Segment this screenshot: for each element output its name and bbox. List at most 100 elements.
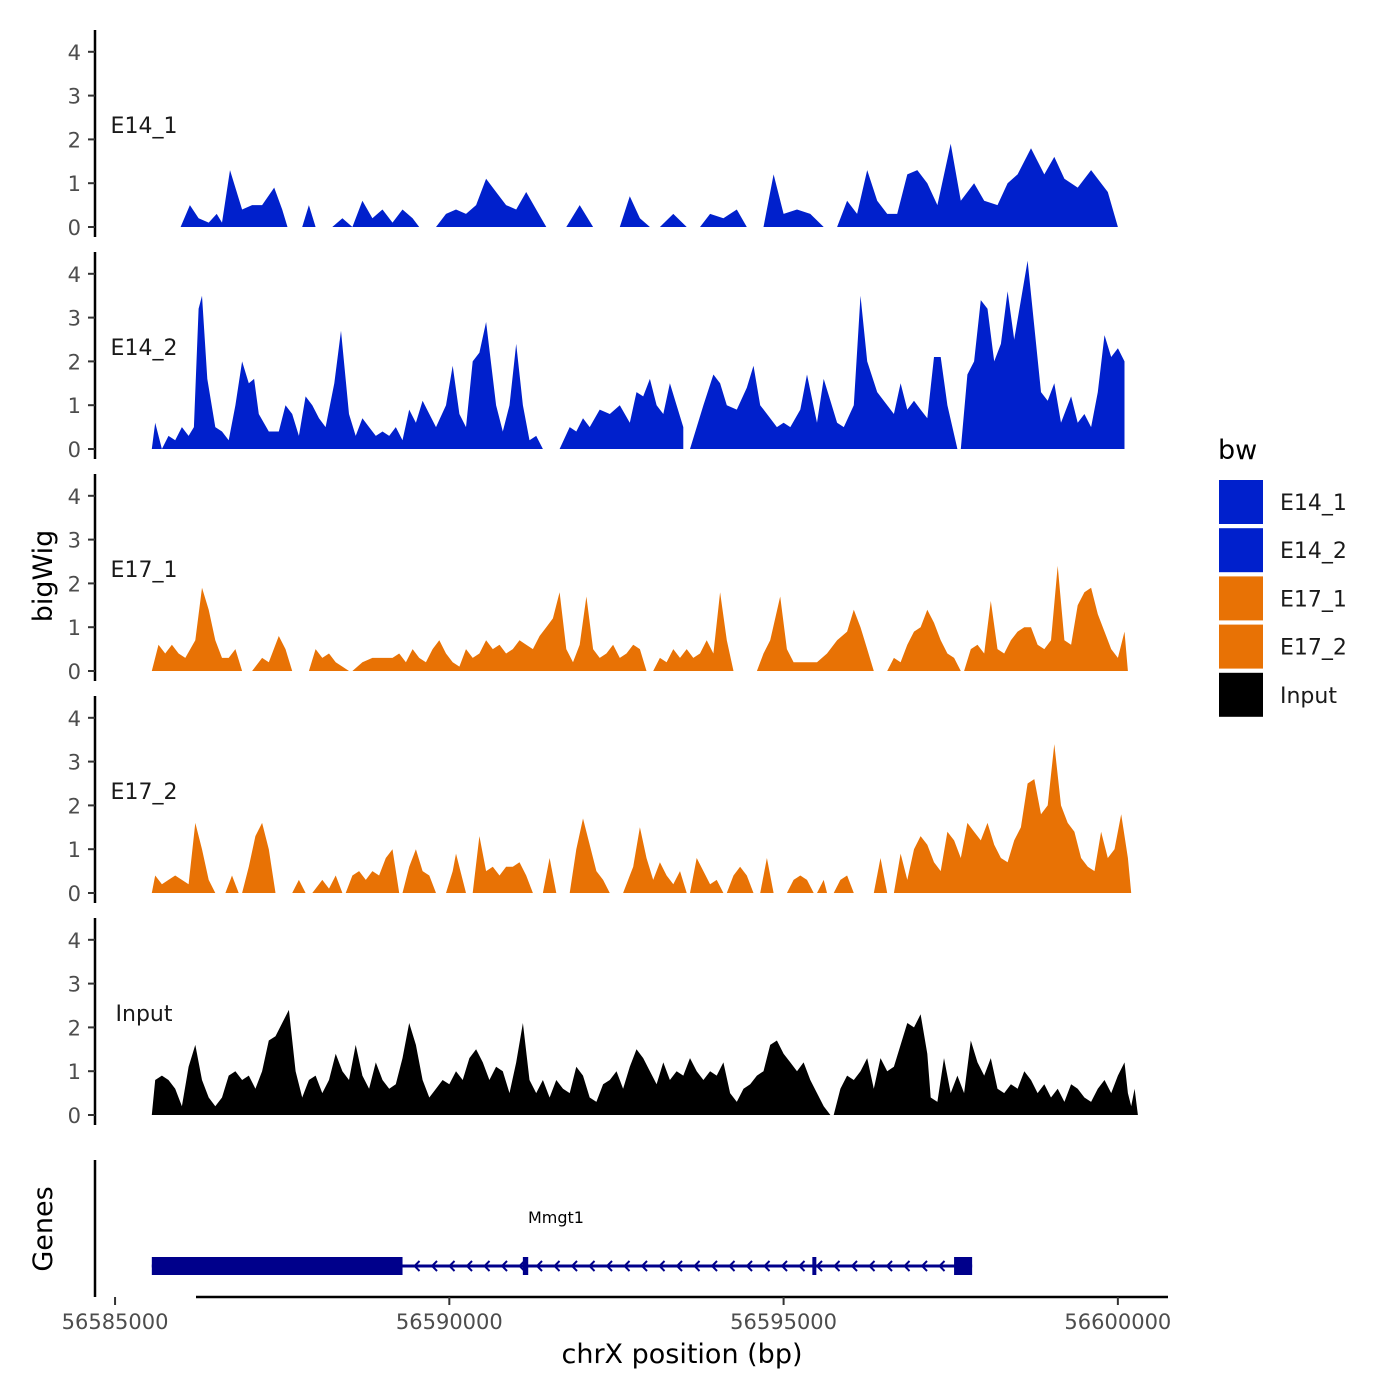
strand-arrow <box>518 1260 526 1272</box>
signal-area-e17-2 <box>542 858 557 893</box>
strand-arrow <box>798 1260 806 1272</box>
strand-arrow <box>815 1260 823 1272</box>
y-tick-label: 1 <box>68 838 81 862</box>
y-tick-label: 4 <box>68 485 81 509</box>
signal-area-e14-1 <box>332 200 420 227</box>
signal-area-e17-2 <box>569 818 610 893</box>
signal-area-e14-1 <box>180 170 288 227</box>
track-e17-1: 0 1 2 3 4 E17_1 <box>68 474 1128 684</box>
y-tick-label: 3 <box>68 529 81 553</box>
signal-area-e17-2 <box>623 827 687 893</box>
gene-track: Mmgt1 <box>93 1160 973 1297</box>
strand-arrow <box>675 1260 683 1272</box>
y-tick-label: 4 <box>68 707 81 731</box>
y-tick-label: 0 <box>68 216 81 240</box>
signal-area-e14-2 <box>690 295 958 449</box>
signal-area-e14-1 <box>837 143 1118 227</box>
signal-area-e17-2 <box>893 744 1132 893</box>
y-tick-label: 2 <box>68 794 81 818</box>
track-label-e14-2: E14_2 <box>111 336 178 361</box>
signal-area-e17-1 <box>151 587 243 671</box>
y-tick-label: 4 <box>68 41 81 65</box>
strand-arrow <box>588 1260 596 1272</box>
y-tick-label: 1 <box>68 616 81 640</box>
strand-arrow <box>658 1260 666 1272</box>
signal-area-e17-1 <box>964 565 1128 671</box>
signal-area-e14-1 <box>763 174 824 227</box>
track-e14-2: 0 1 2 3 4 E14_2 <box>68 252 1125 462</box>
track-label-e17-1: E17_1 <box>111 558 178 583</box>
y-tick-label: 0 <box>68 438 81 462</box>
signal-area-e14-1 <box>436 178 547 227</box>
signal-area-e14-2 <box>960 260 1125 449</box>
legend: bw E14_1 E14_2 E17_1 E17_2 Input <box>1218 435 1347 717</box>
signal-area-e17-1 <box>352 592 647 671</box>
legend-label-input: Input <box>1280 684 1337 709</box>
strand-arrow <box>483 1260 491 1272</box>
track-input: 0 1 2 3 4 Input <box>68 918 1138 1128</box>
strand-arrow <box>763 1260 771 1272</box>
track-label-e14-1: E14_1 <box>111 114 178 139</box>
y-tick-label: 0 <box>68 660 81 684</box>
y-tick-label: 3 <box>68 973 81 997</box>
signal-area-e14-2 <box>151 295 543 449</box>
strand-arrow <box>413 1260 421 1272</box>
signal-area-e17-2 <box>873 858 888 893</box>
legend-label-e14-1: E14_1 <box>1280 491 1347 516</box>
legend-label-e17-2: E17_2 <box>1280 636 1347 661</box>
gene-exon <box>812 1257 817 1275</box>
strand-arrow <box>535 1260 543 1272</box>
x-tick-label: 56585000 <box>62 1310 169 1334</box>
strand-arrow <box>745 1260 753 1272</box>
signal-area-e17-2 <box>446 853 466 893</box>
strand-arrow <box>728 1260 736 1272</box>
strand-arrow <box>885 1260 893 1272</box>
y-tick-label: 4 <box>68 929 81 953</box>
track-label-e17-2: E17_2 <box>111 780 178 805</box>
y-tick-label: 1 <box>68 1060 81 1084</box>
signal-area-e17-1 <box>887 609 961 671</box>
signal-area-e17-2 <box>690 858 724 893</box>
signal-area-e17-2 <box>833 875 854 893</box>
signal-area-e17-2 <box>345 849 400 893</box>
legend-swatch-input <box>1219 672 1263 717</box>
strand-arrow <box>500 1260 508 1272</box>
signal-area-e17-2 <box>472 836 533 893</box>
signal-area-e14-2 <box>559 378 684 449</box>
signal-area-e17-1 <box>756 596 874 671</box>
signal-area-e17-1 <box>252 636 293 671</box>
y-tick-label: 0 <box>68 882 81 906</box>
signal-area-e17-2 <box>786 875 814 893</box>
strand-arrow <box>850 1260 858 1272</box>
track-e17-2: 0 1 2 3 4 E17_2 <box>68 696 1132 906</box>
strand-arrow <box>640 1260 648 1272</box>
strand-arrow <box>570 1260 578 1272</box>
signal-area-e14-1 <box>659 213 687 227</box>
legend-swatch-e17-1 <box>1219 576 1263 621</box>
gene-exon <box>954 1257 973 1275</box>
bigwig-tracks: 0 1 2 3 4 E14_1 0 1 2 3 4 E14_2 0 1 2 3 4 E17_1 0 1 2 3 4 E17_2… <box>68 30 1138 1128</box>
x-tick-label: 56590000 <box>396 1310 503 1334</box>
strand-arrow <box>920 1260 928 1272</box>
signal-area-e17-2 <box>225 875 239 893</box>
strand-arrow <box>693 1260 701 1272</box>
legend-swatch-e14-2 <box>1219 528 1263 573</box>
x-tick-label: 56600000 <box>1064 1310 1171 1334</box>
signal-area-e14-1 <box>566 205 594 227</box>
signal-area-e14-1 <box>700 209 747 227</box>
strand-arrow <box>553 1260 561 1272</box>
gene-exon <box>522 1257 529 1275</box>
strand-arrow <box>868 1260 876 1272</box>
signal-area-e17-1 <box>308 649 349 671</box>
strand-arrow <box>448 1260 456 1272</box>
signal-area-e17-2 <box>817 879 827 893</box>
legend-swatch-e17-2 <box>1219 624 1263 669</box>
signal-area-e14-1 <box>302 205 316 227</box>
strand-arrow <box>430 1260 438 1272</box>
signal-area-e17-2 <box>760 858 774 893</box>
legend-label-e14-2: E14_2 <box>1280 539 1347 564</box>
strand-arrow <box>780 1260 788 1272</box>
y-tick-label: 2 <box>68 572 81 596</box>
signal-area-e17-2 <box>402 849 436 893</box>
legend-label-e17-1: E17_1 <box>1280 587 1347 612</box>
